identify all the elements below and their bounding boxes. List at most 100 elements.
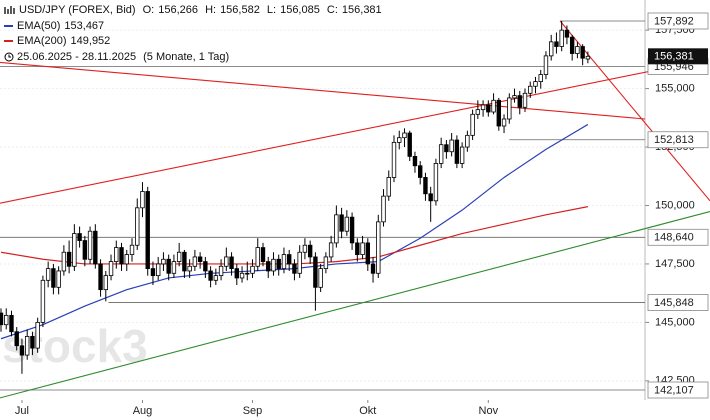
- candle-body: [391, 141, 397, 178]
- instrument: USD/JPY (FOREX, Bid): [19, 4, 136, 16]
- candle-body: [19, 345, 25, 356]
- candle-body: [161, 258, 166, 265]
- candle-body: [271, 258, 276, 272]
- candle-body: [407, 132, 412, 157]
- candle-body: [349, 216, 355, 244]
- period: 25.06.2025 - 28.11.2025: [17, 50, 137, 63]
- level-label: 157,892: [654, 15, 694, 27]
- candle-body: [397, 137, 402, 143]
- candle-body: [323, 256, 329, 270]
- candle-body: [213, 275, 219, 281]
- candle-body: [135, 207, 140, 246]
- price-label: 156,381: [654, 51, 694, 63]
- candle-body: [276, 258, 281, 270]
- level-label: 152,813: [654, 134, 694, 146]
- legend-swatch: [4, 24, 13, 27]
- candle-body: [87, 230, 93, 260]
- candle-body: [517, 95, 522, 108]
- candle-body: [286, 254, 292, 265]
- candle-body: [360, 242, 365, 255]
- candle-body: [61, 251, 67, 272]
- y-tick-label: 145,000: [655, 316, 695, 328]
- candle-body: [444, 144, 449, 153]
- candle-body: [239, 272, 245, 279]
- candle-body: [470, 113, 475, 136]
- candle-body: [24, 336, 30, 356]
- y-tick-label: 155,000: [655, 83, 695, 95]
- candle-body: [187, 265, 192, 272]
- candle-body: [192, 256, 198, 267]
- candle-body: [0, 312, 4, 326]
- candle-body: [145, 191, 150, 270]
- candle-body: [108, 261, 114, 277]
- ohlc-key: O:: [142, 4, 155, 16]
- candle-body: [522, 92, 528, 108]
- candle-body: [580, 46, 585, 59]
- candle-body: [77, 233, 82, 241]
- candle-body: [229, 256, 234, 270]
- legend-row: EMA(50) 153,467: [4, 19, 386, 35]
- candle-body: [119, 247, 124, 265]
- candle-body: [549, 41, 554, 57]
- candle-body: [449, 139, 454, 153]
- candle-body: [82, 240, 88, 260]
- candle-body: [255, 247, 260, 267]
- x-tick-label: Sep: [243, 405, 263, 417]
- candle-body: [344, 216, 350, 232]
- level-label: 142,107: [654, 384, 694, 396]
- candle-body: [528, 85, 533, 94]
- candle-body: [454, 139, 460, 164]
- candle-body: [318, 268, 323, 288]
- candle-body: [370, 263, 376, 274]
- candle-body: [475, 109, 481, 115]
- ohlc-value: 156,381: [341, 4, 382, 16]
- candle-body: [423, 177, 428, 195]
- candle-body: [533, 81, 538, 87]
- candle-body: [376, 221, 381, 274]
- candle-body: [250, 265, 255, 274]
- candle-body: [72, 233, 77, 267]
- candle-body: [203, 261, 208, 272]
- candle-body: [14, 331, 19, 347]
- candle-body: [297, 251, 302, 274]
- candle-body: [554, 41, 559, 47]
- legend-value: 149,952: [70, 35, 111, 47]
- candle-body: [459, 146, 465, 164]
- candle-body: [66, 251, 72, 267]
- candle-body: [575, 46, 580, 54]
- period-note: (5 Monate, 1 Tag): [143, 50, 230, 63]
- candle-body: [140, 191, 145, 209]
- level-box: [647, 381, 709, 399]
- candle-body: [365, 242, 371, 265]
- level-box: [647, 294, 709, 311]
- level-box: [647, 131, 709, 149]
- candle-body: [150, 268, 156, 277]
- y-tick-label: 150,000: [655, 199, 695, 211]
- candle-body: [491, 99, 496, 113]
- candle-body: [355, 242, 360, 255]
- candle-body: [412, 155, 418, 167]
- bars-icon: [4, 5, 15, 14]
- legend-name: EMA(200): [17, 35, 67, 47]
- candle-body: [9, 314, 14, 333]
- candle-body: [564, 29, 570, 38]
- candle-body: [313, 256, 318, 288]
- series-legend: EMA(50) 153,467 EMA(200) 149,952: [4, 19, 386, 50]
- candle-body: [266, 261, 271, 272]
- candle-body: [428, 193, 433, 202]
- candle-body: [486, 104, 491, 113]
- candle-body: [339, 214, 344, 232]
- candle-body: [45, 268, 51, 281]
- candle-body: [129, 244, 135, 255]
- candle-body: [496, 99, 502, 127]
- x-tick-label: Jul: [15, 405, 29, 417]
- candle-body: [381, 195, 386, 223]
- candle-body: [234, 268, 239, 279]
- candle-body: [418, 165, 423, 178]
- x-tick-label: Okt: [359, 405, 376, 417]
- candle-body: [197, 256, 203, 263]
- candle-body: [585, 55, 591, 60]
- ohlc-key: C:: [326, 4, 338, 16]
